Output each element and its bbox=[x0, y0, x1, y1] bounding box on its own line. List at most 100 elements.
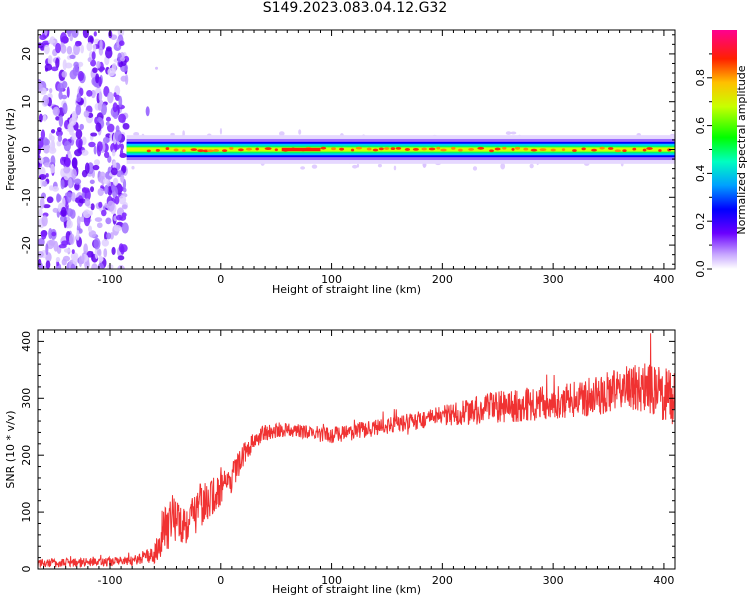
noise-speck bbox=[49, 87, 53, 94]
noise-speck bbox=[72, 65, 79, 77]
noise-speck bbox=[84, 162, 90, 174]
noise-speck bbox=[107, 67, 116, 77]
noise-speck bbox=[46, 196, 54, 204]
band-peak bbox=[197, 149, 205, 153]
noise-speck bbox=[55, 42, 61, 54]
noise-speck bbox=[43, 44, 50, 55]
noise-speck bbox=[111, 149, 116, 157]
noise-speck bbox=[41, 215, 48, 227]
noise-speck bbox=[106, 200, 115, 212]
noise-speck bbox=[118, 195, 127, 205]
noise-speck bbox=[50, 163, 56, 174]
band-peak bbox=[468, 147, 475, 151]
noise-speck bbox=[61, 80, 68, 89]
x-tick-label: 0 bbox=[217, 273, 224, 286]
noise-speck bbox=[93, 237, 101, 250]
noise-speck bbox=[71, 110, 77, 119]
noise-speck bbox=[77, 70, 85, 82]
noise-speck bbox=[120, 56, 126, 62]
band-peak bbox=[658, 149, 662, 152]
noise-speck bbox=[99, 39, 103, 50]
noise-speck bbox=[84, 189, 91, 201]
noise-speck bbox=[118, 113, 126, 124]
noise-speck bbox=[93, 159, 101, 166]
noise-speck bbox=[110, 167, 118, 176]
band-peak bbox=[428, 147, 436, 151]
noise-speck bbox=[38, 174, 47, 180]
noise-speck bbox=[62, 102, 68, 115]
band-halo-speck bbox=[298, 129, 302, 135]
noise-speck bbox=[103, 248, 108, 258]
noise-speck bbox=[121, 212, 127, 218]
noise-speck bbox=[38, 157, 44, 164]
noise-speck bbox=[120, 75, 128, 82]
noise-speck bbox=[116, 38, 120, 48]
band-peak bbox=[264, 147, 272, 151]
colorbar-tick-label: 0.8 bbox=[694, 69, 707, 87]
noise-speck bbox=[45, 243, 49, 256]
noise-speck bbox=[51, 66, 59, 72]
noise-speck bbox=[71, 192, 76, 202]
band-peak bbox=[378, 147, 384, 151]
noise-speck bbox=[110, 142, 118, 153]
heatmap-y-axis-label: Frequency (Hz) bbox=[4, 108, 17, 191]
noise-speck bbox=[68, 153, 73, 160]
noise-speck bbox=[109, 232, 114, 240]
band-peak bbox=[355, 146, 362, 150]
band-peak bbox=[572, 149, 577, 152]
band-peak bbox=[245, 147, 253, 151]
noise-speck bbox=[73, 178, 82, 185]
noise-speck bbox=[111, 246, 116, 255]
noise-speck bbox=[68, 177, 73, 189]
noise-speck bbox=[94, 217, 103, 222]
band-peak bbox=[599, 146, 605, 150]
noise-speck bbox=[44, 138, 50, 146]
noise-speck bbox=[75, 137, 83, 149]
snr-x-axis-label: Height of straight line (km) bbox=[272, 583, 421, 596]
noise-speck bbox=[93, 31, 97, 37]
noise-speck bbox=[52, 106, 60, 116]
noise-speck bbox=[69, 54, 76, 59]
x-tick-label: 400 bbox=[653, 574, 674, 587]
noise-speck bbox=[105, 116, 111, 122]
band-halo-speck bbox=[510, 131, 517, 135]
noise-speck bbox=[92, 67, 98, 74]
y-tick-label: 0 bbox=[20, 566, 33, 573]
band-peak bbox=[511, 148, 515, 151]
noise-speck bbox=[58, 115, 64, 127]
noise-speck bbox=[112, 177, 119, 186]
noise-speck bbox=[47, 39, 56, 44]
colorbar-tick-label: 0.0 bbox=[694, 260, 707, 278]
noise-speck bbox=[38, 137, 44, 148]
band-peak bbox=[477, 146, 485, 150]
noise-speck bbox=[145, 106, 150, 117]
noise-speck bbox=[91, 263, 98, 269]
noise-speck bbox=[101, 209, 107, 217]
y-tick-label: 400 bbox=[20, 331, 33, 352]
x-tick-label: -100 bbox=[98, 273, 123, 286]
band-peak bbox=[607, 147, 614, 150]
noise-speck bbox=[50, 155, 56, 167]
noise-speck bbox=[71, 168, 77, 180]
noise-speck bbox=[58, 243, 67, 249]
band-peak bbox=[274, 148, 278, 152]
noise-speck bbox=[119, 244, 128, 253]
noise-speck bbox=[73, 61, 79, 68]
band-halo-speck bbox=[500, 162, 506, 170]
y-tick-label: 200 bbox=[20, 445, 33, 466]
noise-speck bbox=[105, 217, 112, 225]
noise-speck bbox=[45, 173, 49, 178]
noise-speck bbox=[60, 32, 68, 44]
noise-speck bbox=[78, 198, 86, 204]
noise-speck bbox=[118, 40, 125, 46]
noise-speck bbox=[42, 114, 47, 122]
band-halo-speck bbox=[131, 165, 135, 170]
band-halo-speck bbox=[311, 164, 318, 169]
noise-speck bbox=[97, 187, 104, 197]
noise-speck bbox=[102, 136, 110, 144]
noise-speck bbox=[69, 127, 74, 136]
snr-plot-area bbox=[38, 333, 675, 568]
noise-speck bbox=[61, 197, 66, 209]
band-halo-speck bbox=[352, 164, 358, 169]
